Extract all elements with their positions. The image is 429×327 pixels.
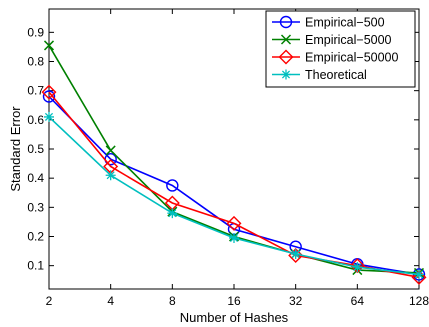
data-point bbox=[414, 269, 424, 280]
data-point bbox=[349, 258, 365, 274]
y-axis-label: Standard Error bbox=[8, 106, 23, 192]
y-tick-label: 0.9 bbox=[27, 25, 44, 39]
data-point bbox=[411, 269, 427, 285]
data-point bbox=[43, 40, 55, 51]
legend-label: Theoretical bbox=[305, 68, 367, 82]
legend-item: Empirical−500 bbox=[272, 16, 385, 30]
y-tick-label: 0.2 bbox=[27, 230, 44, 244]
x-tick-label: 64 bbox=[351, 294, 365, 308]
legend-label: Empirical−50000 bbox=[305, 51, 399, 65]
legend-item: Empirical−50000 bbox=[272, 49, 399, 65]
y-tick-label: 0.4 bbox=[27, 171, 44, 185]
legend-item: Empirical−5000 bbox=[272, 33, 392, 47]
y-tick-label: 0.1 bbox=[27, 259, 44, 273]
legend-marker bbox=[281, 69, 291, 80]
legend-item: Theoretical bbox=[272, 68, 367, 82]
data-point bbox=[42, 90, 56, 103]
x-tick-label: 16 bbox=[227, 294, 241, 308]
x-tick-label: 8 bbox=[169, 294, 176, 308]
x-tick-label: 4 bbox=[107, 294, 114, 308]
y-axis: 0.1 0.2 0.3 0.4 0.5 0.6 0.7 0.8 0.9 bbox=[27, 25, 419, 273]
data-point bbox=[166, 179, 179, 192]
x-axis-label: Number of Hashes bbox=[180, 310, 289, 325]
y-tick-label: 0.7 bbox=[27, 84, 44, 98]
data-point bbox=[41, 84, 57, 100]
series-group bbox=[44, 111, 424, 280]
y-tick-label: 0.8 bbox=[27, 55, 44, 69]
legend-marker bbox=[280, 34, 292, 45]
y-tick-label: 0.3 bbox=[27, 200, 44, 214]
data-point bbox=[167, 208, 178, 219]
x-tick-label: 128 bbox=[409, 294, 429, 308]
data-point bbox=[105, 145, 116, 156]
data-point bbox=[44, 111, 54, 122]
legend-label: Empirical−500 bbox=[305, 16, 385, 30]
data-point bbox=[229, 232, 239, 243]
legend: Empirical−500 Empirical−5000 Empirical−500… bbox=[265, 10, 416, 88]
series-layer bbox=[41, 40, 427, 285]
legend-marker bbox=[278, 49, 294, 65]
y-tick-label: 0.5 bbox=[27, 142, 44, 156]
data-point bbox=[290, 249, 301, 259]
data-point bbox=[105, 170, 116, 181]
legend-label: Empirical−5000 bbox=[305, 33, 392, 47]
data-point bbox=[352, 262, 363, 273]
data-point bbox=[226, 215, 242, 231]
y-tick-label: 0.6 bbox=[27, 113, 44, 127]
x-tick-label: 32 bbox=[289, 294, 303, 308]
x-tick-label: 2 bbox=[46, 294, 53, 308]
x-axis: 2 4 8 16 32 64 128 bbox=[46, 9, 429, 308]
legend-marker bbox=[279, 15, 293, 29]
